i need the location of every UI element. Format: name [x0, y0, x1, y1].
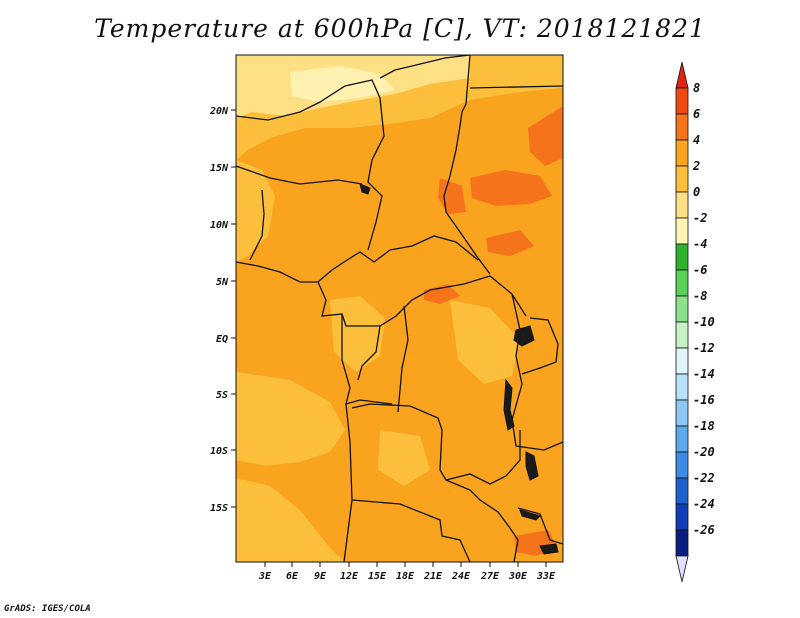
- lon-label: 3E: [258, 571, 272, 582]
- lat-label: 10N: [210, 220, 229, 231]
- lon-label: 30E: [508, 571, 528, 582]
- colorbar: 8 6 4 2 0 -2 -4 -6 -8 -10 -12 -14 -16 -18 -20 -22 -24 -26: [675, 61, 715, 583]
- field-minus4-to-minus2-north: [290, 66, 395, 102]
- colorbar-swatch: [675, 217, 689, 245]
- lat-label: 10S: [210, 446, 228, 457]
- colorbar-swatch: [675, 477, 689, 505]
- lon-label: 12E: [340, 571, 359, 582]
- colorbar-label: 4: [693, 133, 700, 147]
- colorbar-label: -18: [693, 419, 715, 433]
- colorbar-swatch: [675, 373, 689, 401]
- colorbar-label: -16: [693, 393, 715, 407]
- field-0-to-2-west: [236, 160, 275, 262]
- lon-label: 9E: [314, 571, 327, 582]
- colorbar-swatch: [675, 425, 689, 453]
- colorbar-label: -14: [693, 367, 715, 381]
- map-title: Temperature at 600hPa [C], VT: 201812182…: [94, 14, 706, 43]
- field-0-to-2-southwest: [236, 372, 345, 466]
- colorbar-bottom-arrow: [675, 555, 689, 583]
- colorbar-label: 2: [692, 159, 700, 173]
- field-4-to-6-east: [470, 170, 552, 206]
- colorbar-label: -8: [693, 289, 707, 303]
- colorbar-swatch: [675, 451, 689, 479]
- colorbar-swatch: [675, 269, 689, 297]
- colorbar-swatch: [675, 113, 689, 141]
- colorbar-label: -20: [693, 445, 715, 459]
- lon-label: 6E: [286, 571, 299, 582]
- colorbar-swatch: [675, 295, 689, 323]
- lat-axis: 20N 15N 10N 5N EQ 5S 10S 15S: [209, 106, 236, 514]
- lon-label: 24E: [451, 571, 471, 582]
- lon-label: 33E: [536, 571, 556, 582]
- colorbar-label: -10: [693, 315, 715, 329]
- lon-label: 27E: [480, 571, 500, 582]
- field-4-to-6-central-east: [486, 230, 534, 256]
- colorbar-label: -6: [693, 263, 707, 277]
- lat-label: 5S: [216, 390, 228, 401]
- colorbar-top-arrow: [675, 61, 689, 89]
- lon-axis: 3E 6E 9E 12E 15E 18E 21E 24E 27E 30E 33E: [258, 562, 556, 582]
- field-0-to-2-south-central: [378, 430, 430, 486]
- field-0-to-2-east: [450, 300, 520, 384]
- lat-label: 15S: [210, 503, 228, 514]
- lat-label: EQ: [216, 334, 228, 345]
- colorbar-swatch: [675, 529, 689, 557]
- lon-label: 21E: [423, 571, 443, 582]
- lat-label: 5N: [216, 277, 229, 288]
- colorbar-swatch: [675, 347, 689, 375]
- lakes: [359, 183, 559, 555]
- field-4-to-6-northeast: [528, 106, 563, 166]
- map-frame: [235, 54, 564, 563]
- colorbar-swatch: [675, 243, 689, 271]
- colorbar-label: -22: [693, 471, 715, 485]
- field-0-to-2-south: [236, 478, 345, 562]
- temperature-field: [236, 55, 563, 562]
- colorbar-label: 0: [693, 185, 700, 199]
- colorbar-swatch: [675, 321, 689, 349]
- colorbar-swatch: [675, 191, 689, 219]
- lat-label: 20N: [209, 106, 229, 117]
- colorbar-label: -12: [693, 341, 715, 355]
- field-0-to-2-central: [330, 296, 385, 372]
- lon-label: 18E: [396, 571, 415, 582]
- colorbar-label: -4: [693, 237, 707, 251]
- colorbar-label: 6: [693, 107, 700, 121]
- colorbar-label: -2: [693, 211, 707, 225]
- colorbar-swatch: [675, 87, 689, 115]
- colorbar-swatch: [675, 165, 689, 193]
- colorbar-swatch: [675, 503, 689, 531]
- colorbar-swatch: [675, 139, 689, 167]
- colorbar-label: -24: [693, 497, 715, 511]
- colorbar-label: 8: [693, 81, 700, 95]
- credit-footer: GrADS: IGES/COLA: [4, 604, 91, 614]
- lon-label: 15E: [368, 571, 387, 582]
- colorbar-swatch: [675, 399, 689, 427]
- lat-label: 15N: [210, 163, 229, 174]
- colorbar-label: -26: [693, 523, 715, 537]
